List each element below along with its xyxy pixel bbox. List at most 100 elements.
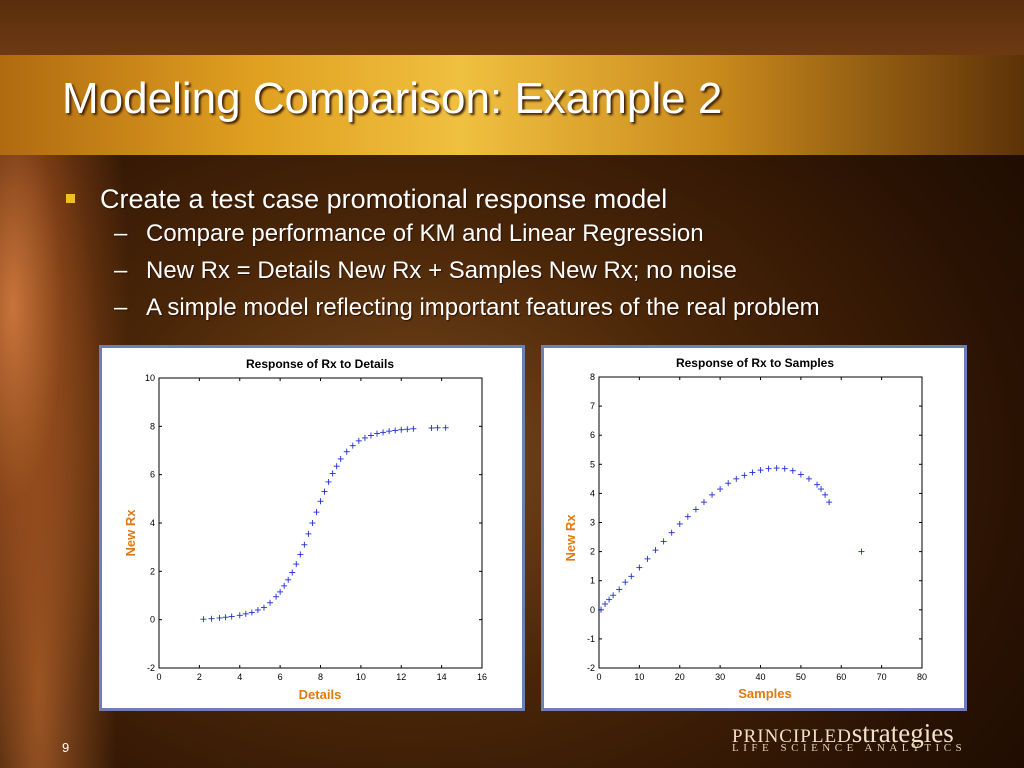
samples-chart: Response of Rx to Samples Samples New Rx…: [563, 356, 927, 701]
y-tick-label: 8: [590, 372, 595, 382]
data-point: [818, 486, 825, 493]
y-tick-label: 10: [145, 373, 155, 383]
data-point: [301, 541, 308, 548]
x-tick-label: 0: [596, 672, 601, 682]
y-tick-label: 2: [150, 566, 155, 576]
slide-title: Modeling Comparison: Example 2: [62, 74, 723, 123]
data-point: [248, 609, 255, 616]
data-point: [208, 615, 215, 622]
y-axis-label: New Rx: [123, 509, 138, 557]
sub-bullet-text: New Rx = Details New Rx + Samples New Rx…: [146, 257, 737, 284]
data-point: [305, 530, 312, 537]
x-tick-label: 4: [237, 672, 242, 682]
data-point: [367, 432, 374, 439]
data-point: [668, 529, 675, 536]
y-tick-label: 3: [590, 518, 595, 528]
data-point: [361, 434, 368, 441]
data-point: [273, 593, 280, 600]
data-point: [343, 448, 350, 455]
y-tick-label: 4: [150, 518, 155, 528]
data-point: [826, 499, 833, 506]
sub-bullet-text: A simple model reflecting important feat…: [146, 294, 820, 321]
data-point: [309, 520, 316, 526]
logo-part1: PRINCIPLED: [732, 726, 852, 747]
y-tick-label: 2: [590, 547, 595, 557]
data-point: [858, 548, 865, 555]
y-tick-label: 6: [150, 470, 155, 480]
logo-part2: strategies: [851, 718, 954, 748]
plot-frame: [158, 377, 483, 669]
plot-frame: [598, 376, 923, 669]
y-tick-label: 4: [590, 488, 595, 498]
data-point: [333, 463, 340, 470]
data-point: [676, 520, 683, 527]
data-point: [267, 599, 274, 606]
x-tick-label: 40: [755, 672, 765, 682]
data-point: [392, 427, 399, 434]
data-point: [725, 480, 732, 487]
x-tick-label: 14: [437, 672, 447, 682]
chart-title: Response of Rx to Samples: [676, 356, 834, 370]
data-point: [254, 607, 261, 613]
data-point: [200, 616, 207, 623]
data-point: [398, 426, 405, 433]
logo-wordmark: PRINCIPLEDstrategies: [732, 718, 954, 749]
x-axis-label: Samples: [738, 686, 791, 701]
data-point: [660, 538, 667, 545]
data-point: [349, 442, 356, 449]
data-point: [289, 569, 296, 576]
data-point: [765, 465, 772, 472]
logo-tagline: LIFE SCIENCE ANALYTICS: [732, 742, 967, 754]
data-point: [236, 612, 243, 619]
data-point: [321, 488, 328, 495]
y-tick-label: 5: [590, 459, 595, 469]
data-point: [242, 610, 249, 617]
y-tick-label: 0: [150, 615, 155, 625]
dash-icon: –: [114, 220, 128, 247]
y-tick-label: -1: [587, 634, 595, 644]
chart-title: Response of Rx to Details: [246, 357, 394, 371]
y-tick-label: -2: [587, 663, 595, 673]
data-point: [337, 455, 344, 462]
data-point: [313, 509, 320, 516]
data-point: [797, 471, 804, 478]
y-tick-label: 7: [590, 401, 595, 411]
data-point: [355, 437, 362, 444]
bullet-list: Create a test case promotional response …: [60, 184, 980, 331]
x-tick-label: 0: [156, 672, 161, 682]
data-point: [428, 425, 435, 432]
x-axis-label: Details: [299, 687, 342, 702]
data-point: [434, 424, 441, 431]
data-point: [404, 426, 411, 433]
sub-bullet-text: Compare performance of KM and Linear Reg…: [146, 220, 704, 247]
data-point: [598, 606, 605, 613]
data-point: [644, 555, 651, 562]
data-point: [260, 604, 267, 611]
x-tick-label: 6: [278, 672, 283, 682]
data-point: [602, 600, 609, 607]
data-point: [293, 561, 300, 568]
y-tick-label: -2: [147, 663, 155, 673]
y-axis-label: New Rx: [563, 514, 578, 562]
y-tick-label: 8: [150, 421, 155, 431]
data-point: [228, 613, 235, 620]
data-point: [281, 582, 288, 589]
background-top: [0, 0, 1024, 60]
chart-panel-details: Response of Rx to Details Details New Rx…: [99, 345, 525, 711]
data-point: [781, 465, 788, 472]
data-point: [628, 573, 635, 580]
x-tick-label: 80: [917, 672, 927, 682]
x-tick-label: 60: [836, 672, 846, 682]
data-point: [652, 547, 659, 554]
data-point: [692, 506, 699, 513]
data-point: [733, 475, 740, 482]
data-point: [216, 614, 223, 621]
sub-bullet-item: – Compare performance of KM and Linear R…: [60, 220, 980, 257]
data-point: [380, 429, 387, 436]
data-point: [814, 481, 821, 488]
data-point: [741, 472, 748, 479]
sub-bullet-item: – New Rx = Details New Rx + Samples New …: [60, 257, 980, 294]
x-tick-label: 8: [318, 672, 323, 682]
x-tick-label: 10: [356, 672, 366, 682]
data-point: [606, 596, 613, 603]
